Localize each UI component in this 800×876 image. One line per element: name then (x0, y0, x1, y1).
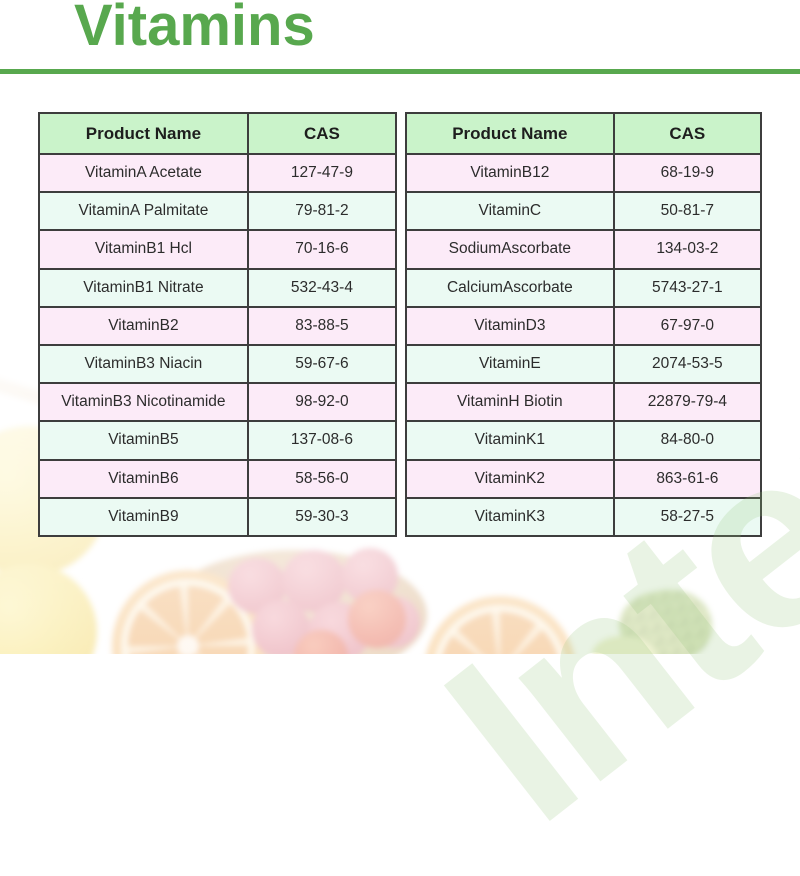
table-row: VitaminB5 137-08-6 (38, 420, 398, 461)
cas-cell: 83-88-5 (246, 305, 398, 346)
table-row: VitaminB2 83-88-5 (38, 305, 398, 346)
product-name-header: Product Name (405, 112, 615, 155)
cas-header: CAS (612, 112, 763, 155)
cas-cell: 134-03-2 (612, 229, 763, 270)
cas-cell: 67-97-0 (612, 305, 763, 346)
cas-cell: 127-47-9 (246, 152, 398, 194)
product-name-cell: VitaminB6 (38, 458, 249, 499)
page-title: Vitamins (74, 0, 315, 58)
product-name-cell: VitaminB2 (38, 305, 249, 346)
cas-cell: 79-81-2 (246, 191, 398, 232)
product-name-cell: VitaminA Palmitate (38, 191, 249, 232)
table-row: VitaminK1 84-80-0 (405, 420, 763, 461)
cas-cell: 84-80-0 (612, 420, 763, 461)
cas-cell: 22879-79-4 (612, 382, 763, 423)
product-name-cell: VitaminB12 (405, 152, 615, 194)
product-name-cell: VitaminB9 (38, 496, 249, 537)
cas-cell: 59-30-3 (246, 496, 398, 537)
table-row: VitaminB6 58-56-0 (38, 458, 398, 499)
vitamins-table-right-wrap: Product Name CAS VitaminB12 68-19-9 Vitamin… (405, 112, 763, 537)
product-name-cell: CalciumAscorbate (405, 267, 615, 308)
table-row: VitaminB3 Nicotinamide 98-92-0 (38, 382, 398, 423)
product-name-cell: VitaminK1 (405, 420, 615, 461)
cas-header: CAS (246, 112, 398, 155)
cas-cell: 70-16-6 (246, 229, 398, 270)
product-name-cell: VitaminD3 (405, 305, 615, 346)
table-row: VitaminC 50-81-7 (405, 191, 763, 232)
cas-cell: 68-19-9 (612, 152, 763, 194)
table-row: VitaminB12 68-19-9 (405, 152, 763, 194)
cas-cell: 59-67-6 (246, 343, 398, 385)
cas-cell: 863-61-6 (612, 458, 763, 499)
product-name-header: Product Name (38, 112, 249, 155)
table-row: VitaminB9 59-30-3 (38, 496, 398, 537)
product-name-cell: VitaminK2 (405, 458, 615, 499)
title-underline-rule (0, 69, 800, 74)
product-name-cell: VitaminE (405, 343, 615, 385)
cas-cell: 58-56-0 (246, 458, 398, 499)
table-row: VitaminA Palmitate 79-81-2 (38, 191, 398, 232)
vitamins-table-left: Product Name CAS VitaminA Acetate 127-47-9… (38, 112, 398, 537)
product-name-cell: VitaminH Biotin (405, 382, 615, 423)
cas-cell: 137-08-6 (246, 420, 398, 461)
product-name-cell: VitaminK3 (405, 496, 615, 537)
product-name-cell: VitaminB1 Nitrate (38, 267, 249, 308)
table-row: VitaminH Biotin 22879-79-4 (405, 382, 763, 423)
cas-cell: 58-27-5 (612, 496, 763, 537)
product-name-cell: VitaminB1 Hcl (38, 229, 249, 270)
cas-cell: 532-43-4 (246, 267, 398, 308)
table-header-row: Product Name CAS (38, 112, 398, 155)
table-row: VitaminE 2074-53-5 (405, 343, 763, 385)
vitamins-table-right: Product Name CAS VitaminB12 68-19-9 Vitamin… (405, 112, 763, 537)
table-row: VitaminK3 58-27-5 (405, 496, 763, 537)
table-row: VitaminK2 863-61-6 (405, 458, 763, 499)
table-header-row: Product Name CAS (405, 112, 763, 155)
cas-cell: 98-92-0 (246, 382, 398, 423)
product-name-cell: SodiumAscorbate (405, 229, 615, 270)
table-row: VitaminB3 Niacin 59-67-6 (38, 343, 398, 385)
cas-cell: 2074-53-5 (612, 343, 763, 385)
product-name-cell: VitaminB3 Niacin (38, 343, 249, 385)
table-row: VitaminB1 Nitrate 532-43-4 (38, 267, 398, 308)
table-row: VitaminB1 Hcl 70-16-6 (38, 229, 398, 270)
table-row: VitaminA Acetate 127-47-9 (38, 152, 398, 194)
product-name-cell: VitaminB3 Nicotinamide (38, 382, 249, 423)
product-name-cell: VitaminA Acetate (38, 152, 249, 194)
vitamins-table-left-wrap: Product Name CAS VitaminA Acetate 127-47-9… (38, 112, 398, 537)
table-row: VitaminD3 67-97-0 (405, 305, 763, 346)
product-name-cell: VitaminC (405, 191, 615, 232)
cas-cell: 50-81-7 (612, 191, 763, 232)
table-row: SodiumAscorbate 134-03-2 (405, 229, 763, 270)
product-name-cell: VitaminB5 (38, 420, 249, 461)
cas-cell: 5743-27-1 (612, 267, 763, 308)
table-row: CalciumAscorbate 5743-27-1 (405, 267, 763, 308)
